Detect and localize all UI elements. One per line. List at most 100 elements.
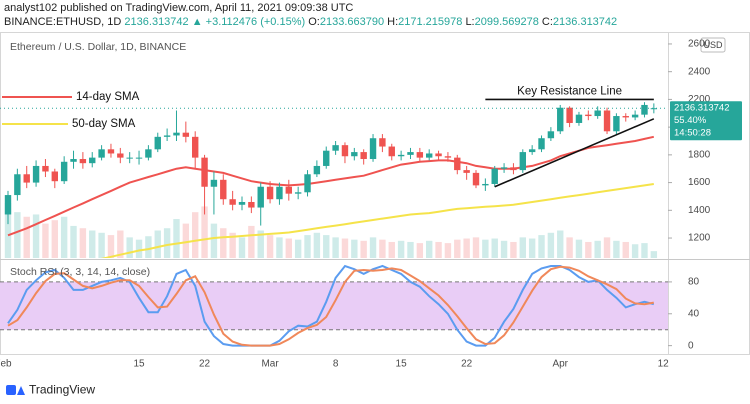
legend-label: 14-day SMA bbox=[76, 91, 140, 103]
volume-bar bbox=[603, 237, 611, 258]
sma-line bbox=[100, 183, 654, 258]
volume-bar bbox=[257, 230, 264, 258]
candle-body bbox=[89, 157, 96, 164]
volume-bar bbox=[482, 239, 489, 258]
y-tick-label: 2400 bbox=[688, 66, 711, 77]
logo-mark bbox=[17, 386, 25, 395]
ohlc-label: O: bbox=[308, 16, 320, 28]
volume-bar bbox=[201, 206, 208, 258]
volume-bar bbox=[519, 237, 526, 258]
stoch-pane bbox=[0, 264, 668, 347]
volume-bar bbox=[594, 240, 601, 258]
candle-body bbox=[631, 114, 639, 118]
ohlc-value: 2099.569278 bbox=[475, 16, 539, 28]
volume-bar bbox=[266, 235, 274, 258]
volume-bar bbox=[613, 240, 620, 258]
ohlc-value: 2171.215978 bbox=[398, 16, 462, 28]
x-tick-label: 15 bbox=[133, 359, 145, 370]
volume-bar bbox=[229, 232, 236, 258]
volume-bar bbox=[435, 241, 442, 258]
volume-bar bbox=[566, 237, 573, 258]
candle-body bbox=[351, 152, 358, 157]
candle-body bbox=[510, 167, 517, 171]
volume-bar bbox=[650, 251, 658, 258]
ohlc-value: 2133.663790 bbox=[320, 16, 384, 28]
volume-bar bbox=[641, 243, 648, 258]
candle-body bbox=[557, 107, 564, 132]
candle-body bbox=[575, 114, 583, 123]
volume-bar bbox=[14, 212, 21, 258]
candle-body bbox=[444, 156, 452, 158]
candle-body bbox=[397, 154, 405, 157]
x-tick-label: Mar bbox=[261, 359, 279, 370]
candle-body bbox=[332, 145, 339, 151]
candle-body bbox=[491, 168, 498, 184]
volume-bar bbox=[585, 241, 592, 258]
candle-body bbox=[454, 157, 461, 171]
candle-body bbox=[257, 186, 264, 208]
volume-bar bbox=[98, 232, 105, 258]
volume-bar bbox=[341, 238, 349, 258]
price-tag bbox=[670, 101, 742, 141]
candle-body bbox=[538, 138, 545, 150]
last-price: 2136.313742 bbox=[124, 16, 188, 28]
volume-bar bbox=[575, 239, 583, 258]
candle-body bbox=[435, 153, 442, 157]
y-tick-label: 2200 bbox=[688, 94, 711, 105]
volume-bar bbox=[126, 237, 133, 258]
volume-bar bbox=[42, 223, 49, 258]
volume-bar bbox=[557, 230, 564, 258]
candle-body bbox=[463, 170, 470, 173]
volume-bar bbox=[23, 216, 30, 258]
volume-bar bbox=[323, 235, 330, 258]
volume-bar bbox=[407, 241, 414, 258]
volume-bar bbox=[145, 236, 152, 258]
x-tick-label: 15 bbox=[396, 359, 408, 370]
candle-body bbox=[622, 116, 629, 118]
ohlc-label: L: bbox=[465, 16, 474, 28]
candle-body bbox=[266, 186, 274, 200]
candle-body bbox=[60, 161, 68, 182]
candle-body bbox=[426, 153, 433, 158]
candle-body bbox=[4, 195, 12, 215]
volume-bar bbox=[313, 232, 321, 258]
volume-bar bbox=[397, 240, 405, 258]
candle-body bbox=[276, 186, 283, 200]
price-tag-text: 55.40% bbox=[674, 115, 707, 126]
candle-body bbox=[163, 135, 171, 137]
y-tick-label: 80 bbox=[688, 277, 700, 288]
candle-body bbox=[313, 165, 321, 175]
volume-bar bbox=[360, 240, 367, 258]
candle-body bbox=[500, 167, 508, 169]
currency-box[interactable] bbox=[700, 37, 726, 53]
volume-bar bbox=[51, 220, 58, 258]
candle-body bbox=[192, 136, 199, 158]
volume-bar bbox=[89, 230, 96, 258]
byline: analyst102 published on TradingView.com,… bbox=[4, 2, 353, 14]
volume-bar bbox=[220, 228, 227, 258]
ohlc-label: C: bbox=[542, 16, 553, 28]
candle-body bbox=[594, 110, 601, 117]
volume-bar bbox=[182, 223, 190, 258]
y-tick-label: 0 bbox=[688, 340, 694, 351]
candle-body bbox=[135, 157, 143, 159]
resistance-label: Key Resistance Line bbox=[517, 85, 622, 97]
stoch-line bbox=[7, 265, 654, 347]
volume-bar bbox=[32, 214, 40, 258]
candle-body bbox=[117, 153, 124, 158]
volume-bar bbox=[4, 203, 12, 258]
candle-body bbox=[201, 157, 208, 187]
volume-bar bbox=[547, 232, 555, 258]
volume-bar bbox=[463, 238, 470, 258]
pane-title: Stoch RSI (3, 3, 14, 14, close) bbox=[10, 266, 150, 278]
pane-title: Ethereum / U.S. Dollar, 1D, BINANCE bbox=[10, 41, 186, 53]
volume-bar bbox=[426, 240, 433, 258]
candle-body bbox=[482, 183, 489, 186]
candle-body bbox=[70, 159, 77, 162]
logo-mark bbox=[6, 385, 16, 395]
x-tick-label: Feb bbox=[0, 359, 12, 370]
candle-body bbox=[528, 149, 536, 153]
candle-body bbox=[14, 174, 21, 196]
candle-body bbox=[154, 136, 161, 150]
